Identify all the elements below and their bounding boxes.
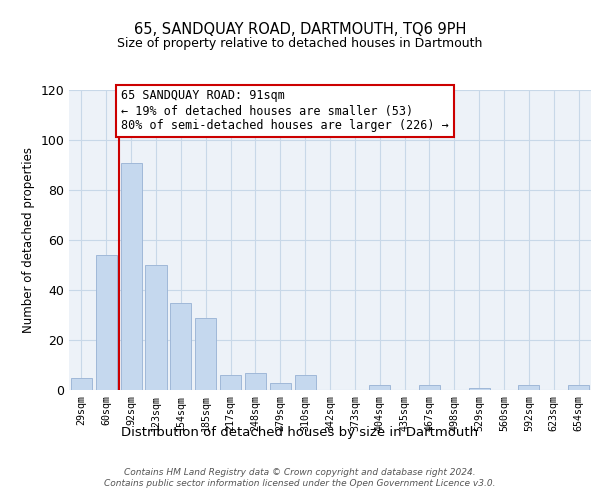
Text: 65, SANDQUAY ROAD, DARTMOUTH, TQ6 9PH: 65, SANDQUAY ROAD, DARTMOUTH, TQ6 9PH: [134, 22, 466, 38]
Bar: [245, 372, 266, 390]
Bar: [121, 162, 142, 390]
Bar: [96, 255, 117, 390]
Bar: [220, 375, 241, 390]
Bar: [71, 378, 92, 390]
Text: Distribution of detached houses by size in Dartmouth: Distribution of detached houses by size …: [121, 426, 479, 439]
Text: Size of property relative to detached houses in Dartmouth: Size of property relative to detached ho…: [118, 36, 482, 50]
Text: Contains HM Land Registry data © Crown copyright and database right 2024.
Contai: Contains HM Land Registry data © Crown c…: [104, 468, 496, 487]
Bar: [295, 375, 316, 390]
Bar: [518, 385, 539, 390]
Text: 65 SANDQUAY ROAD: 91sqm
← 19% of detached houses are smaller (53)
80% of semi-de: 65 SANDQUAY ROAD: 91sqm ← 19% of detache…: [121, 90, 449, 132]
Bar: [145, 265, 167, 390]
Bar: [369, 385, 390, 390]
Bar: [195, 318, 216, 390]
Bar: [170, 302, 191, 390]
Bar: [270, 382, 291, 390]
Bar: [419, 385, 440, 390]
Bar: [568, 385, 589, 390]
Y-axis label: Number of detached properties: Number of detached properties: [22, 147, 35, 333]
Bar: [469, 388, 490, 390]
